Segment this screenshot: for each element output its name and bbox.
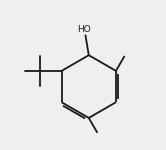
Text: HO: HO <box>77 25 91 34</box>
